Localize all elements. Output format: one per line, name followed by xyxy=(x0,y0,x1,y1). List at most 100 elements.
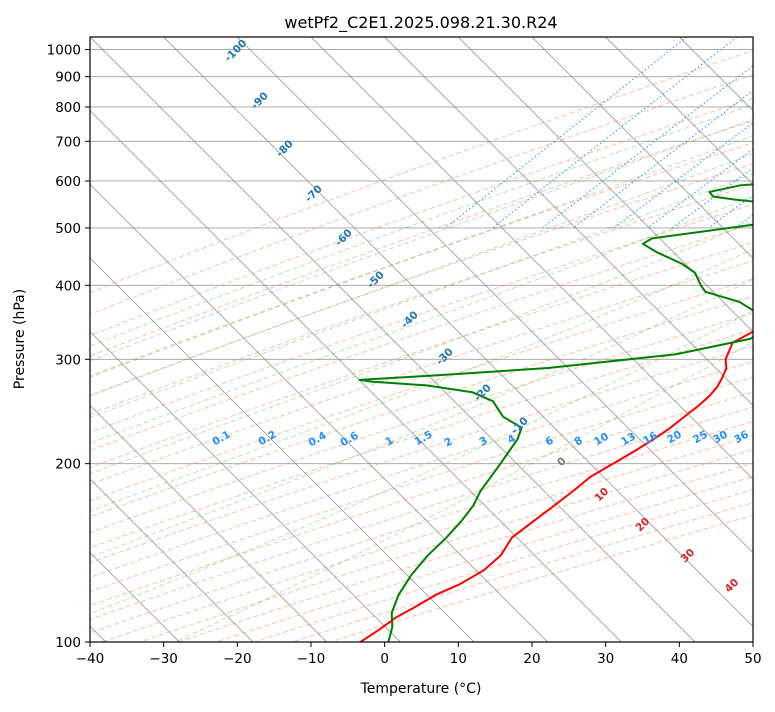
dry-adiabat-label: 30 xyxy=(678,546,697,565)
dry-adiabat-line xyxy=(90,241,753,468)
mixing-ratio-line xyxy=(572,90,753,229)
moist-adiabat-label: -70 xyxy=(303,183,325,205)
dry-adiabat-line xyxy=(90,74,753,315)
mixing-ratio-label: 0.4 xyxy=(306,430,328,450)
y-tick-label: 400 xyxy=(55,278,81,294)
mixing-ratio-label: 30 xyxy=(711,429,730,447)
x-tick-label: −30 xyxy=(149,651,178,667)
moist-adiabat-line xyxy=(90,173,753,419)
temperature-profile-line xyxy=(359,330,753,642)
y-tick-label: 600 xyxy=(55,174,81,190)
mixing-ratio-label: 20 xyxy=(665,429,684,447)
isotherm-gridline xyxy=(90,183,548,642)
moist-adiabat-label: -60 xyxy=(333,227,355,249)
y-tick-label: 100 xyxy=(55,635,81,651)
dry-adiabat-line xyxy=(90,223,753,451)
mixing-ratio-label: 0.6 xyxy=(338,430,360,450)
moist-adiabat-line xyxy=(90,278,753,558)
dry-adiabat-line xyxy=(90,329,753,549)
plot-frame xyxy=(89,36,754,643)
dry-adiabat-label: 40 xyxy=(722,576,741,595)
mixing-ratio-label: 36 xyxy=(732,429,751,447)
dry-adiabat-line xyxy=(90,120,753,357)
dry-adiabat-line xyxy=(90,163,753,396)
y-tick-label: 900 xyxy=(55,70,81,86)
moist-adiabat-label: -40 xyxy=(399,309,421,331)
y-tick-label: 500 xyxy=(55,221,81,237)
moist-adiabat-line xyxy=(174,341,753,642)
isotherm-gridline xyxy=(90,110,622,642)
dry-adiabat-label: 10 xyxy=(592,485,611,504)
dry-adiabat-line xyxy=(90,203,753,433)
isotherm-gridline xyxy=(531,37,753,259)
dry-adiabat-line xyxy=(90,97,753,337)
dry-adiabat-label: 20 xyxy=(633,515,652,534)
isotherm-gridline xyxy=(90,478,254,642)
isotherm-gridline xyxy=(605,37,753,185)
dry-adiabat-line xyxy=(90,142,753,377)
mixing-ratio-line xyxy=(492,37,738,229)
mixing-ratio-label: 13 xyxy=(619,431,638,449)
mixing-ratio-label: 2 xyxy=(442,435,454,449)
moist-adiabat-line xyxy=(90,248,753,512)
dry-adiabat-line xyxy=(330,514,753,642)
dry-adiabat-line xyxy=(90,361,753,578)
isotherm-gridline xyxy=(237,37,753,554)
x-tick-label: −10 xyxy=(297,651,326,667)
y-tick-label: 300 xyxy=(55,352,81,368)
y-tick-label: 1000 xyxy=(47,43,81,59)
x-tick-label: 40 xyxy=(671,651,688,667)
dry-adiabat-line xyxy=(90,376,753,593)
moist-adiabat-label: -30 xyxy=(434,346,456,368)
dry-adiabat-line xyxy=(90,295,753,518)
dry-adiabat-line xyxy=(292,502,753,642)
isotherm-gridline xyxy=(90,331,401,642)
isotherm-gridline xyxy=(90,404,327,642)
dry-adiabat-line xyxy=(90,183,753,415)
dry-adiabat-line xyxy=(90,391,753,607)
isotherm-gridline xyxy=(752,37,753,38)
dry-adiabat-line xyxy=(90,312,753,533)
isotherm-gridline xyxy=(163,37,753,627)
isotherm-gridline xyxy=(679,37,753,112)
mixing-ratio-label: 1 xyxy=(383,434,395,448)
mixing-ratio-label: 0.2 xyxy=(256,429,278,449)
x-tick-label: 20 xyxy=(523,651,540,667)
dry-adiabat-line xyxy=(90,278,753,502)
y-tick-label: 800 xyxy=(55,100,81,116)
chart-title: wetPf2_C2E1.2025.098.21.30.R24 xyxy=(284,13,557,33)
moist-adiabat-line xyxy=(90,118,753,362)
x-tick-label: −40 xyxy=(76,651,105,667)
axes: −40 −30 −20 −10 0 10 20 30 40 5010020030040050060… xyxy=(47,43,762,667)
isotherm-gridline xyxy=(458,37,753,333)
data-lines xyxy=(358,183,753,642)
moist-adiabat-line xyxy=(90,195,753,444)
y-axis-label: Pressure (hPa) xyxy=(12,289,28,389)
x-tick-label: 30 xyxy=(597,651,614,667)
background-grid xyxy=(90,37,753,642)
mixing-ratio-label: 25 xyxy=(691,429,710,447)
moist-adiabat-line xyxy=(90,135,753,378)
dewpoint-profile-line xyxy=(358,183,753,642)
x-tick-label: 0 xyxy=(380,651,389,667)
dry-adiabat-line xyxy=(90,50,753,293)
moist-adiabat-label: -100 xyxy=(222,37,249,64)
isotherm-gridline xyxy=(90,257,475,642)
moist-adiabat-line xyxy=(90,309,753,615)
moist-adiabat-line xyxy=(90,220,753,475)
dry-adiabat-label: 0 xyxy=(555,455,569,469)
mixing-ratio-label: 6 xyxy=(543,434,555,448)
x-tick-label: 10 xyxy=(450,651,467,667)
mixing-ratio-line xyxy=(542,65,753,229)
mixing-ratio-label: 0.1 xyxy=(210,429,232,449)
mixing-ratio-line xyxy=(734,214,753,229)
x-axis-label: Temperature (°C) xyxy=(360,681,482,697)
x-tick-label: 50 xyxy=(744,651,761,667)
moist-adiabat-label: -90 xyxy=(249,90,271,112)
mixing-ratio-label: 10 xyxy=(592,431,611,449)
x-tick-label: −20 xyxy=(223,651,252,667)
isotherm-gridline xyxy=(90,37,696,642)
moist-adiabat-line xyxy=(90,153,753,397)
